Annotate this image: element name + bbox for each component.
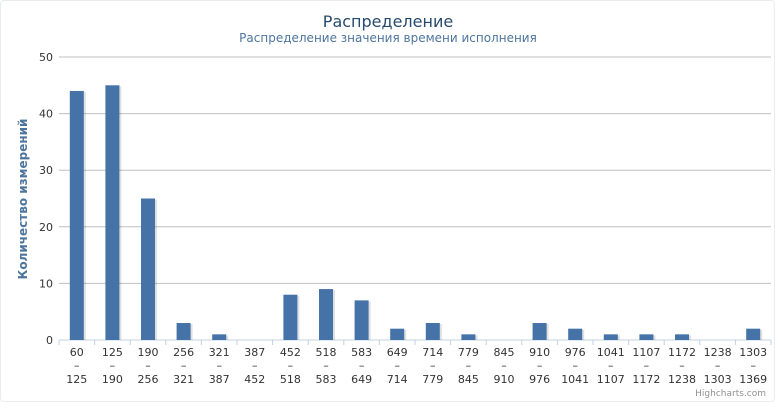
- bars: [69, 85, 763, 341]
- x-tick-label: –: [145, 359, 151, 372]
- credits-link[interactable]: Highcharts.com: [695, 389, 766, 399]
- x-axis-ticks: 60–125125–190190–256256–321321–387387–45…: [58, 340, 772, 386]
- y-tick-label: 0: [46, 334, 53, 347]
- x-tick-label: 60: [70, 346, 84, 359]
- bar[interactable]: [461, 334, 476, 340]
- x-tick-label: 321: [209, 346, 230, 359]
- x-tick-label: –: [608, 359, 614, 372]
- x-tick-label: –: [715, 359, 721, 372]
- x-tick-label: 452: [244, 373, 265, 386]
- bar[interactable]: [212, 334, 227, 340]
- x-tick-label: 779: [422, 373, 443, 386]
- x-tick-label: –: [644, 359, 650, 372]
- chart-subtitle: Распределение значения времени исполнени…: [239, 31, 537, 45]
- x-tick-label: –: [110, 359, 116, 372]
- x-tick-label: 387: [209, 373, 230, 386]
- y-axis-title: Количество измерений: [16, 119, 30, 280]
- bar[interactable]: [746, 328, 761, 340]
- x-tick-label: 1107: [632, 346, 660, 359]
- x-tick-label: 976: [529, 373, 550, 386]
- bar[interactable]: [639, 334, 654, 340]
- x-tick-label: –: [181, 359, 187, 372]
- grid-lines: [59, 56, 771, 341]
- x-tick-label: 1041: [597, 346, 625, 359]
- x-tick-label: 1238: [668, 373, 696, 386]
- x-tick-label: 845: [494, 346, 515, 359]
- x-tick-label: –: [394, 359, 400, 372]
- x-tick-label: –: [501, 359, 507, 372]
- x-tick-label: 256: [173, 346, 194, 359]
- x-tick-label: 714: [422, 346, 443, 359]
- y-tick-label: 40: [39, 108, 53, 121]
- chart-title: Распределение: [323, 12, 453, 31]
- bar[interactable]: [390, 328, 405, 340]
- x-tick-label: –: [288, 359, 294, 372]
- x-tick-label: 387: [244, 346, 265, 359]
- x-tick-label: 1107: [597, 373, 625, 386]
- x-tick-label: 256: [138, 373, 159, 386]
- x-tick-label: 910: [494, 373, 515, 386]
- x-tick-label: 1303: [739, 346, 767, 359]
- bar[interactable]: [675, 334, 689, 340]
- x-tick-label: 583: [351, 346, 372, 359]
- x-tick-label: 910: [529, 346, 550, 359]
- bar[interactable]: [105, 85, 120, 340]
- y-tick-label: 20: [39, 221, 53, 234]
- x-tick-label: 452: [280, 346, 301, 359]
- x-tick-label: 649: [387, 346, 408, 359]
- x-tick-label: 714: [387, 373, 408, 386]
- x-tick-label: –: [252, 359, 258, 372]
- x-tick-label: 779: [458, 346, 479, 359]
- bar[interactable]: [532, 323, 547, 340]
- x-tick-label: –: [679, 359, 685, 372]
- x-tick-label: –: [750, 359, 756, 372]
- x-tick-label: 125: [66, 373, 87, 386]
- x-tick-label: –: [537, 359, 543, 372]
- x-tick-label: –: [466, 359, 472, 372]
- bar[interactable]: [176, 323, 191, 340]
- bar[interactable]: [425, 323, 440, 340]
- x-tick-label: 976: [565, 346, 586, 359]
- x-tick-label: –: [572, 359, 578, 372]
- y-tick-label: 50: [39, 51, 53, 64]
- bar[interactable]: [283, 294, 298, 340]
- x-tick-label: –: [216, 359, 222, 372]
- x-tick-label: 1172: [632, 373, 660, 386]
- bar[interactable]: [141, 198, 155, 341]
- x-tick-label: 1172: [668, 346, 696, 359]
- bar[interactable]: [354, 300, 369, 340]
- x-tick-label: 845: [458, 373, 479, 386]
- y-axis-ticks: 0 10 20 30 40 50: [39, 51, 53, 347]
- x-tick-label: 649: [351, 373, 372, 386]
- bar[interactable]: [568, 328, 583, 340]
- x-tick-label: –: [359, 359, 365, 372]
- x-tick-label: 1369: [739, 373, 767, 386]
- x-tick-label: 190: [138, 346, 159, 359]
- y-tick-label: 30: [39, 164, 53, 177]
- x-tick-label: 583: [316, 373, 337, 386]
- x-tick-label: 321: [173, 373, 194, 386]
- x-tick-label: 1238: [704, 346, 732, 359]
- bar[interactable]: [69, 90, 84, 341]
- x-tick-label: 1303: [704, 373, 732, 386]
- x-tick-label: 518: [316, 346, 337, 359]
- x-tick-label: –: [430, 359, 436, 372]
- bar[interactable]: [603, 334, 618, 340]
- x-tick-label: 125: [102, 346, 123, 359]
- y-tick-label: 10: [39, 277, 53, 290]
- x-tick-label: –: [323, 359, 329, 372]
- x-tick-label: 1041: [561, 373, 589, 386]
- x-tick-label: 518: [280, 373, 301, 386]
- x-tick-label: 190: [102, 373, 123, 386]
- bar[interactable]: [319, 289, 333, 340]
- x-tick-label: –: [74, 359, 80, 372]
